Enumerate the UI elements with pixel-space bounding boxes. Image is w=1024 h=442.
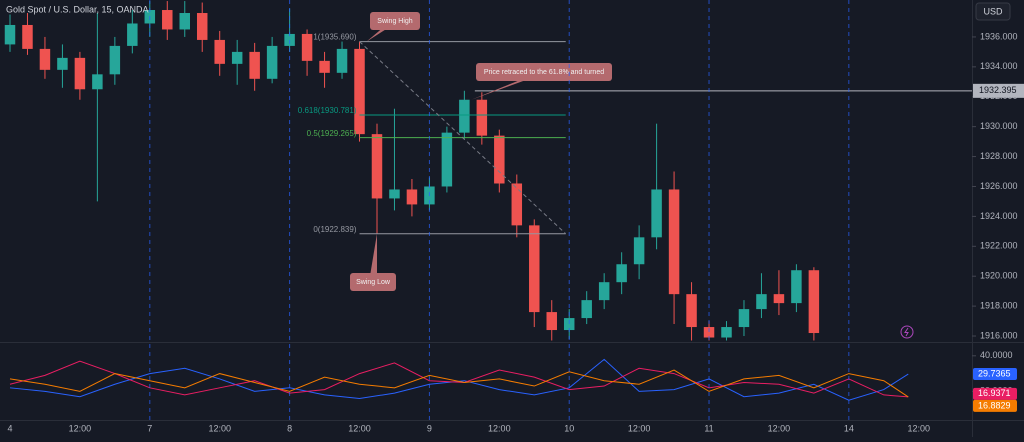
currency-label[interactable]: USD	[983, 6, 1003, 16]
price-badge	[973, 83, 1024, 98]
x-tick-label: 9	[427, 423, 432, 433]
candle-body	[721, 327, 732, 338]
callout-box	[350, 273, 396, 291]
price-badge-label: 1932.395	[979, 85, 1017, 95]
callout-text: Swing Low	[356, 279, 391, 286]
candle-body	[738, 309, 750, 328]
candle-body	[441, 132, 453, 187]
candle-body	[563, 318, 575, 331]
candle-body	[109, 45, 121, 75]
candle-body	[511, 183, 523, 226]
candle-body	[756, 294, 767, 310]
currency-button[interactable]	[975, 2, 1011, 21]
candle-body	[4, 24, 16, 45]
fib-label: 0(1922.839)	[313, 225, 356, 234]
candle-body	[546, 312, 557, 331]
y-tick-label: 1926.000	[980, 181, 1018, 191]
candle-body	[598, 282, 610, 301]
candle-body	[249, 51, 260, 79]
candle-body	[319, 60, 330, 73]
alert-bolt	[904, 327, 909, 337]
candle-body	[773, 294, 785, 304]
candle-body	[266, 45, 278, 79]
value-badge-label: 29.7365	[978, 368, 1011, 378]
candle-body	[179, 13, 190, 30]
x-tick-label: 12:00	[348, 423, 371, 433]
y-tick-label: 1928.000	[980, 151, 1018, 161]
y-tick-label: 1934.000	[980, 61, 1018, 71]
candle-body	[39, 48, 51, 70]
y-tick-label: 1922.000	[980, 241, 1018, 251]
callout-pointer	[471, 72, 548, 100]
indicator-line	[9, 369, 909, 398]
x-tick-label: 12:00	[208, 423, 231, 433]
y-tick-label: 1918.000	[980, 300, 1018, 310]
x-tick-label: 12:00	[69, 423, 92, 433]
callout-text: Price retraced to the 61.8% and turned	[484, 69, 604, 76]
candle-body	[127, 23, 138, 46]
candle-body	[284, 33, 295, 46]
y-tick-label: 40.0000	[980, 350, 1013, 360]
candle-body	[459, 99, 470, 133]
candle-body	[22, 24, 33, 49]
y-tick-label: 1936.000	[980, 31, 1018, 41]
candle-body	[668, 189, 680, 295]
x-tick-label: 12:00	[768, 423, 791, 433]
fib-label: 0.618(1930.781)	[298, 106, 357, 115]
trend-line	[359, 41, 567, 235]
x-tick-label: 11	[704, 423, 713, 433]
candle-body	[406, 189, 418, 205]
y-tick-label: 1930.000	[980, 121, 1018, 131]
candle-body	[162, 10, 173, 30]
candle-body	[231, 51, 243, 64]
callout-text: Swing High	[377, 18, 413, 25]
candle-body	[476, 99, 488, 136]
candle-body	[214, 39, 225, 64]
candle-body	[389, 189, 400, 199]
candle-body	[371, 134, 383, 199]
value-badge	[973, 387, 1017, 400]
candle-body	[651, 189, 662, 238]
candle-body	[57, 57, 68, 70]
candle-body	[196, 13, 208, 40]
candle-body	[686, 294, 697, 328]
chart-title: Gold Spot / U.S. Dollar, 15, OANDA	[6, 4, 149, 14]
candle-body	[633, 237, 645, 265]
candle-body	[74, 57, 86, 90]
x-tick-label: 7	[147, 423, 152, 433]
candle-body	[581, 300, 592, 319]
fib-label: 0.5(1929.265)	[307, 129, 357, 138]
x-tick-label: 12:00	[628, 423, 651, 433]
x-tick-label: 14	[844, 423, 854, 433]
candle-body	[529, 225, 540, 313]
candle-body	[494, 135, 505, 184]
y-tick-label: 1916.000	[980, 330, 1018, 340]
callout-box	[370, 12, 420, 30]
x-tick-label: 8	[287, 423, 292, 433]
value-badge	[973, 399, 1017, 412]
indicator-line	[9, 358, 909, 401]
candle-body	[336, 48, 348, 73]
candle-body	[703, 327, 715, 338]
value-badge-label: 16.8829	[978, 400, 1011, 410]
candle-body	[808, 270, 820, 334]
y-tick-label: 1924.000	[980, 211, 1018, 221]
x-tick-label: 4	[7, 423, 12, 433]
callout-box	[476, 63, 612, 81]
value-badge	[973, 368, 1017, 381]
candle-body	[616, 264, 627, 283]
y-tick-label: 1920.000	[980, 271, 1018, 281]
x-tick-label: 10	[564, 423, 574, 433]
candle-body	[301, 33, 313, 61]
value-badge-label: 16.9371	[978, 388, 1011, 398]
x-tick-label: 12:00	[488, 423, 511, 433]
x-tick-label: 12:00	[907, 423, 930, 433]
fib-label: 1(1935.690)	[313, 33, 356, 42]
candle-body	[791, 270, 802, 304]
alert-icon[interactable]	[900, 325, 914, 339]
callout-pointer	[369, 233, 377, 282]
candle-body	[354, 48, 365, 135]
candle-body	[92, 74, 103, 90]
